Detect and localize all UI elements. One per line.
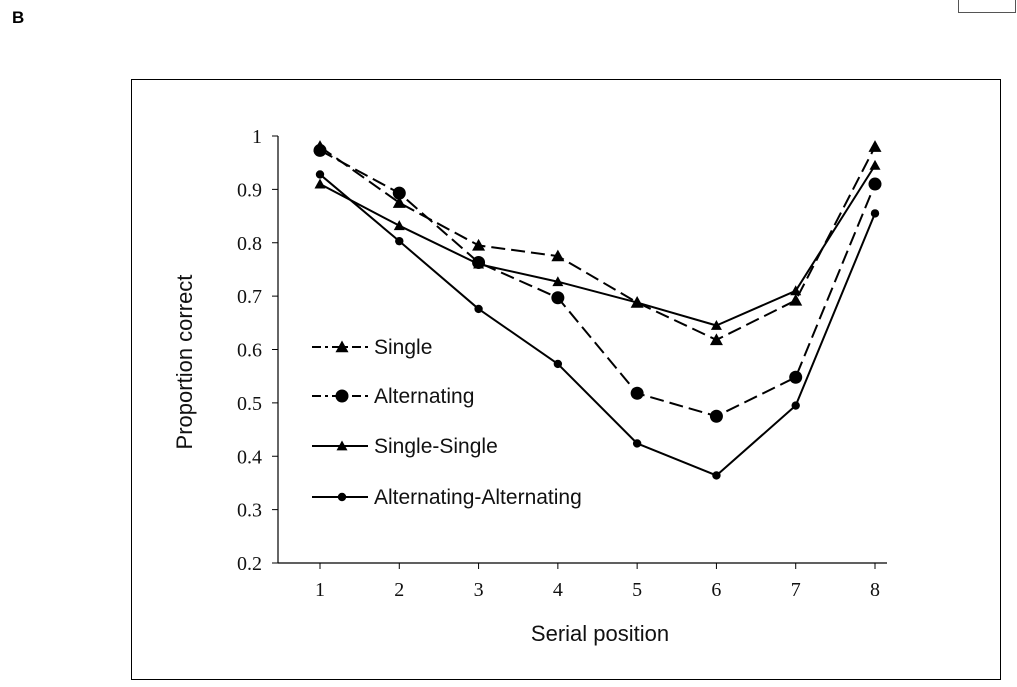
series-line xyxy=(319,145,876,341)
data-point xyxy=(868,140,882,152)
x-tick-label: 2 xyxy=(394,579,404,601)
y-tick-label: 0.3 xyxy=(237,500,262,522)
data-point xyxy=(392,186,406,200)
legend-label: Single xyxy=(374,336,432,359)
data-point xyxy=(790,285,802,296)
data-point xyxy=(710,319,722,330)
legend: Single Alternating Single-Single Alternatin… xyxy=(312,336,582,509)
data-point xyxy=(870,209,880,218)
series-layer xyxy=(313,140,882,480)
series-alternating xyxy=(313,143,882,423)
series-line xyxy=(319,173,876,477)
data-point xyxy=(709,409,723,423)
legend-item: Single-Single xyxy=(312,435,498,458)
data-point xyxy=(551,249,565,262)
data-point xyxy=(395,236,404,246)
legend-label: Single-Single xyxy=(374,435,498,458)
axes: 0.2 0.3 0.4 0.5 0.6 0.7 0.8 0.9 1 1 2 3 4 5 6 7 8 xyxy=(237,126,887,601)
x-tick-label: 3 xyxy=(474,579,484,601)
y-axis-title: Proportion correct xyxy=(172,275,197,450)
series-line xyxy=(319,164,876,327)
data-point xyxy=(393,220,405,231)
x-tick-label: 6 xyxy=(711,579,721,601)
legend-marker xyxy=(335,389,349,403)
y-tick-label: 1 xyxy=(252,126,262,148)
legend-label: Alternating-Alternating xyxy=(374,486,582,509)
x-axis-title: Serial position xyxy=(531,621,669,646)
legend-item: Single xyxy=(312,336,432,359)
data-point xyxy=(313,143,327,157)
x-tick-label: 1 xyxy=(315,579,325,601)
data-point xyxy=(553,359,563,369)
data-point xyxy=(709,333,723,346)
data-point xyxy=(630,386,644,400)
figure-frame xyxy=(131,79,1001,680)
data-point xyxy=(631,297,643,307)
legend-marker xyxy=(336,440,348,451)
y-tick-label: 0.4 xyxy=(237,446,262,468)
x-tick-label: 4 xyxy=(553,579,563,601)
data-point xyxy=(868,177,882,191)
data-point xyxy=(392,196,406,208)
y-tick-label: 0.7 xyxy=(237,286,262,308)
data-point xyxy=(315,170,325,179)
panel-label: B xyxy=(12,8,25,27)
data-point xyxy=(472,238,486,251)
data-point xyxy=(552,276,564,287)
series-line xyxy=(319,149,876,418)
data-point xyxy=(791,401,800,410)
data-point xyxy=(789,293,803,306)
x-tick-label: 5 xyxy=(632,579,642,601)
y-tick-label: 0.8 xyxy=(237,233,262,255)
data-point xyxy=(632,439,642,448)
series-single-single xyxy=(314,159,881,330)
data-point xyxy=(712,471,721,480)
series-alternating-alternating xyxy=(315,170,880,480)
x-tick-label: 8 xyxy=(870,579,880,601)
data-point xyxy=(789,370,803,384)
legend-item: Alternating xyxy=(312,385,474,408)
legend-label: Alternating xyxy=(374,385,474,408)
x-tick-label: 7 xyxy=(791,579,801,601)
y-tick-label: 0.5 xyxy=(237,393,262,415)
legend-marker xyxy=(335,340,349,353)
data-point xyxy=(869,159,881,170)
data-point xyxy=(551,291,565,305)
legend-marker xyxy=(337,492,347,502)
y-tick-label: 0.2 xyxy=(237,553,262,575)
data-point xyxy=(473,258,485,269)
corner-box xyxy=(958,0,1016,13)
data-point xyxy=(314,178,326,189)
y-tick-label: 0.9 xyxy=(237,179,262,201)
legend-item: Alternating-Alternating xyxy=(312,486,582,509)
y-tick-label: 0.6 xyxy=(237,340,262,362)
data-point xyxy=(474,304,483,314)
